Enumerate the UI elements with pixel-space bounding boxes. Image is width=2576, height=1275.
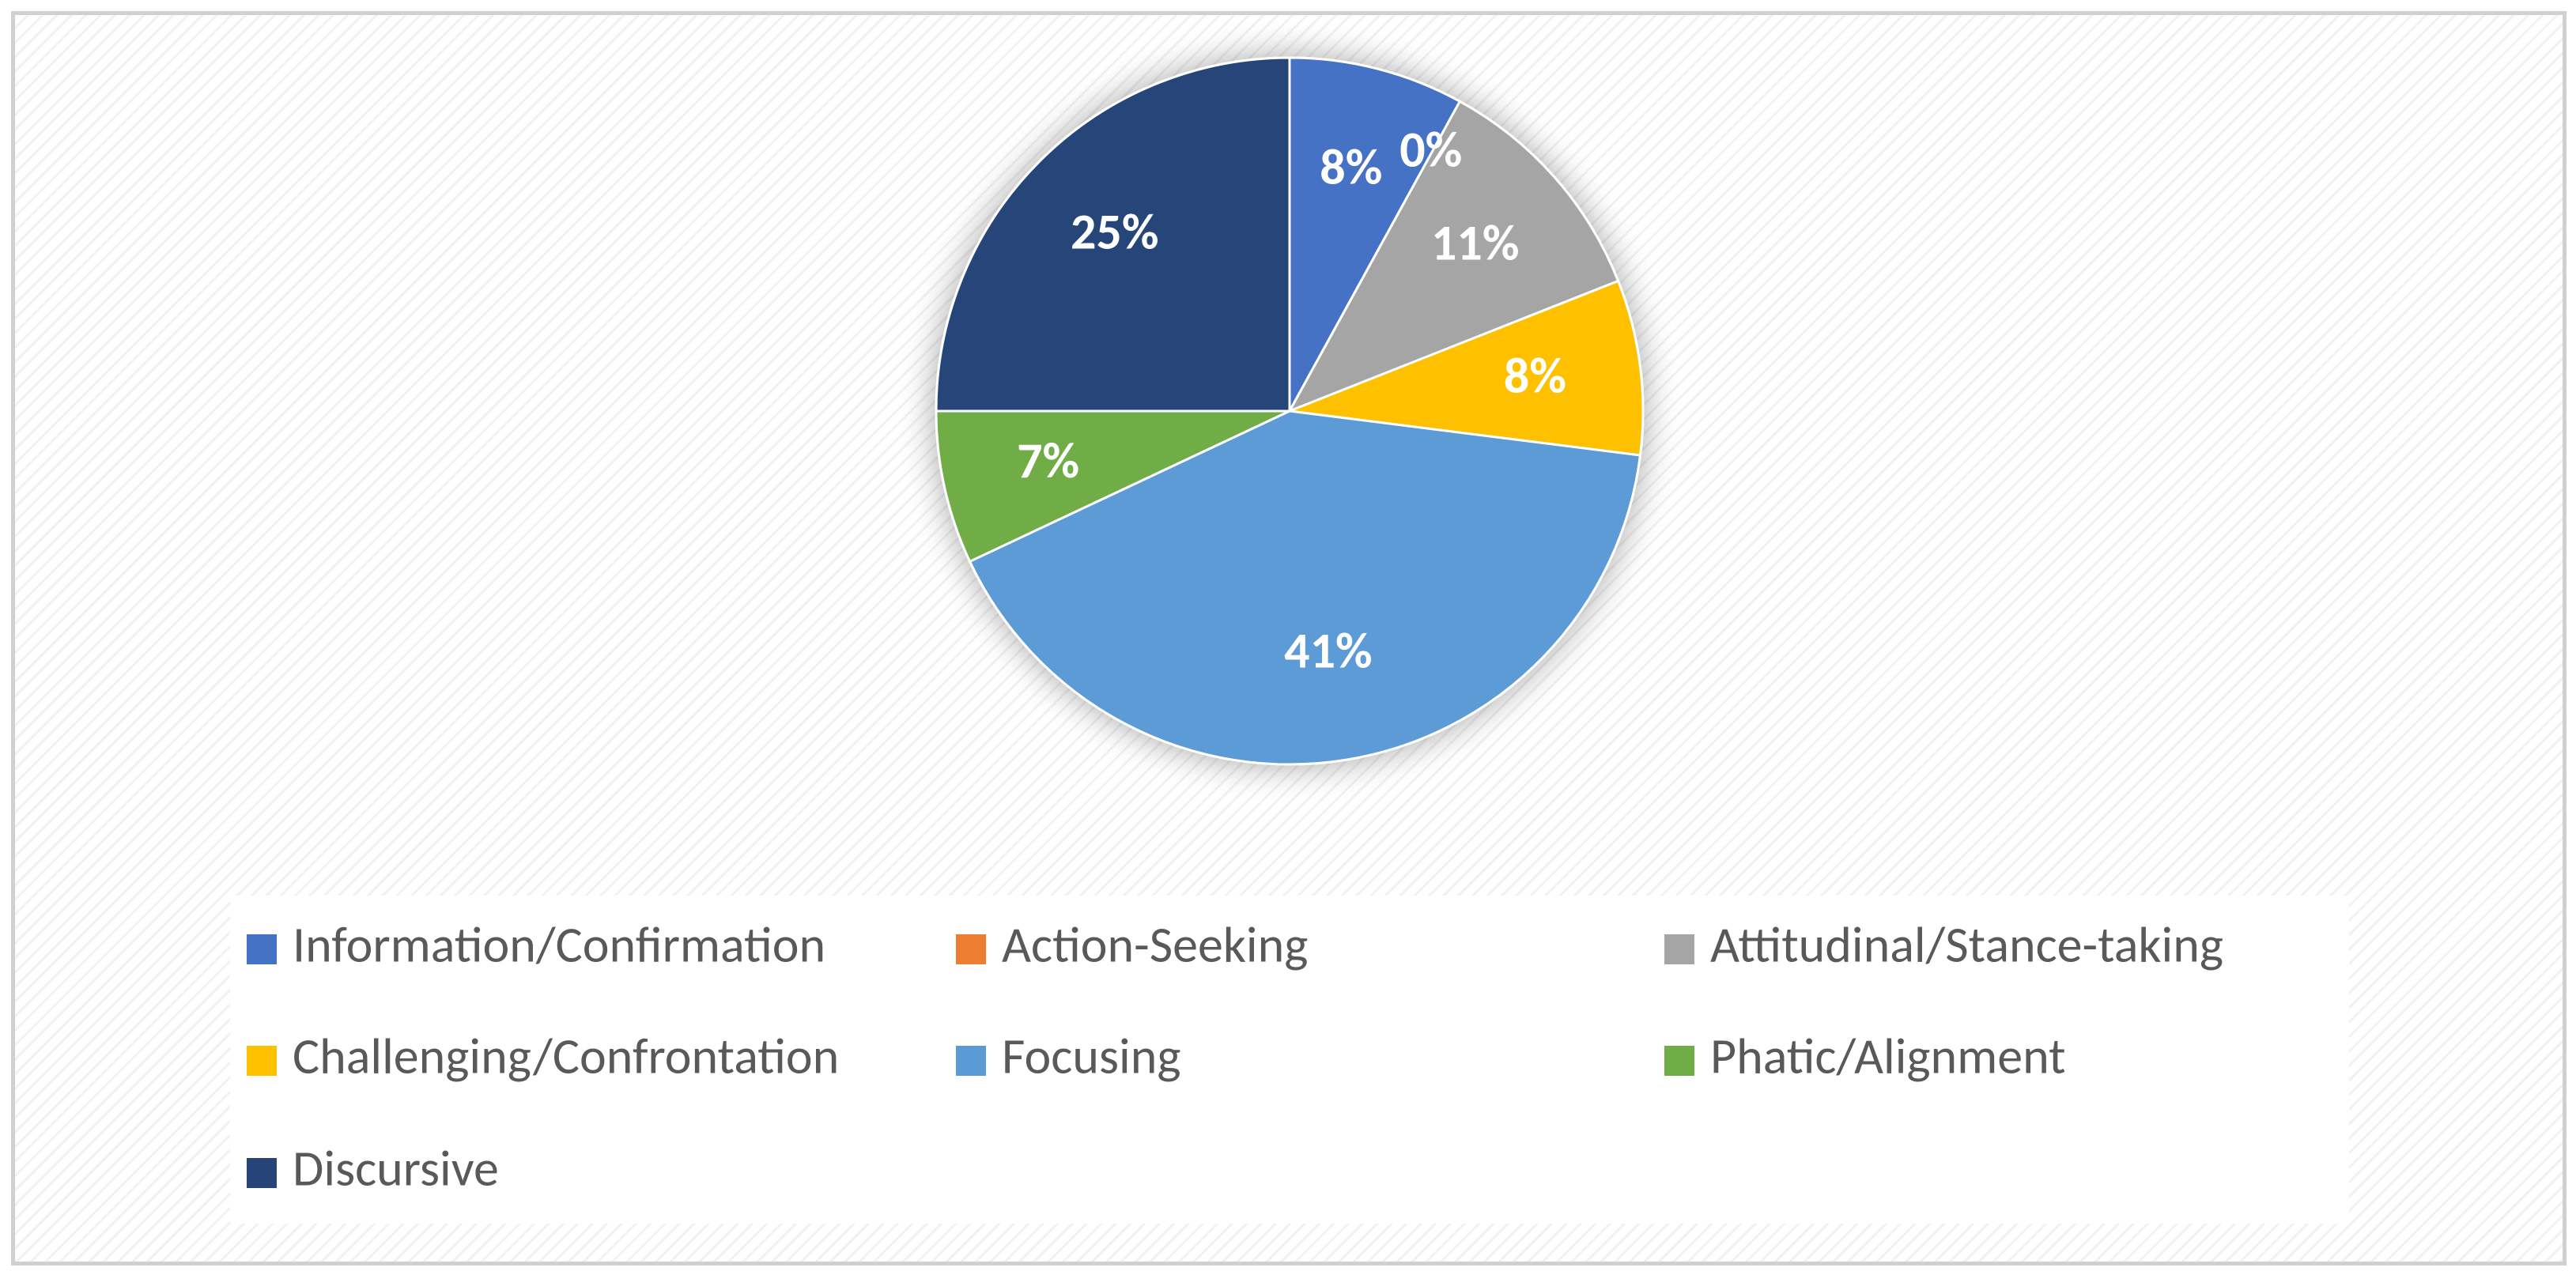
legend-swatch <box>247 1046 277 1076</box>
pie-slice <box>935 56 1291 413</box>
pie-slice <box>1286 100 1620 413</box>
legend-swatch <box>956 1046 986 1076</box>
pie-slice <box>935 409 1290 564</box>
legend-swatch <box>1664 1046 1694 1076</box>
data-label: 8% <box>1504 345 1566 406</box>
data-label: 25% <box>1071 201 1159 262</box>
legend-label: Challenging/Confrontation <box>293 1025 839 1087</box>
data-label: 11% <box>1431 213 1520 274</box>
legend-label: Attitudinal/Stance-taking <box>1710 914 2223 975</box>
legend-label: Phatic/Alignment <box>1710 1025 2066 1087</box>
legend-swatch <box>1664 934 1694 964</box>
pie-slice <box>968 409 1642 766</box>
data-label: 7% <box>1017 430 1079 492</box>
legend-box <box>230 896 2349 1224</box>
data-label: 8% <box>1320 136 1382 198</box>
legend-label: Focusing <box>1002 1025 1180 1087</box>
legend-label: Action-Seeking <box>1002 914 1308 975</box>
legend-swatch <box>247 934 277 964</box>
legend-label: Discursive <box>293 1137 499 1199</box>
data-label: 0% <box>1399 119 1462 180</box>
legend-swatch <box>247 1158 277 1188</box>
pie <box>935 56 1645 766</box>
pie-slice <box>1289 279 1645 457</box>
legend-swatch <box>956 934 986 964</box>
data-label: 41% <box>1284 621 1373 682</box>
pie-slice <box>1288 56 1462 412</box>
legend-label: Information/Confirmation <box>293 914 825 975</box>
